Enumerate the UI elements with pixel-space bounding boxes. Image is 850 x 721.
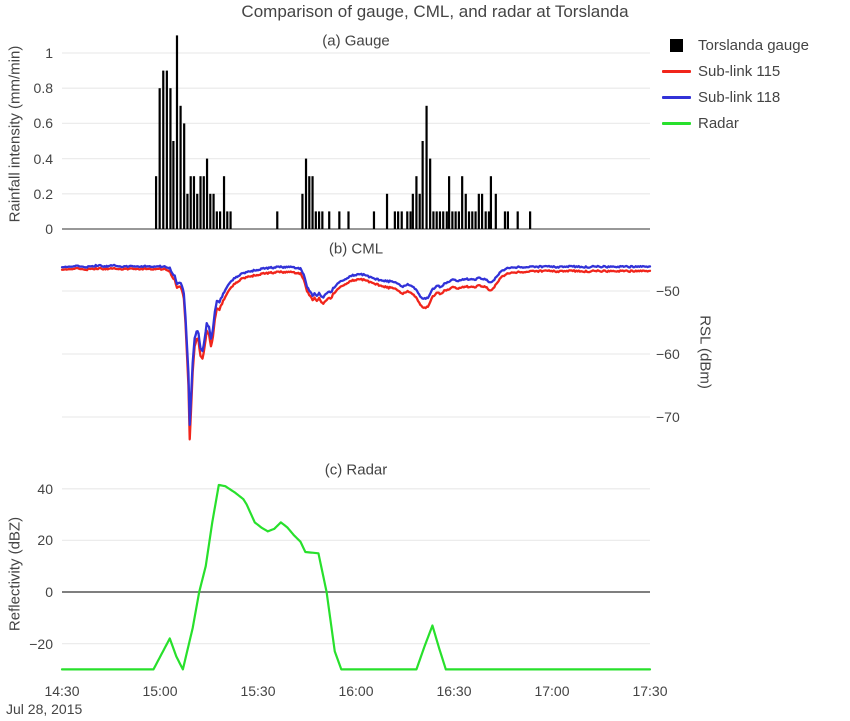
legend-item-label: Torslanda gauge bbox=[698, 36, 809, 54]
legend-item-label: Sub-link 118 bbox=[698, 88, 781, 106]
x-axis-date-annotation: Jul 28, 2015 bbox=[6, 701, 83, 717]
legend-swatch-line-icon bbox=[660, 121, 692, 125]
legend-item-torslanda-gauge[interactable]: Torslanda gauge bbox=[660, 32, 809, 58]
legend-item-radar[interactable]: Radar bbox=[660, 110, 809, 136]
legend-item-sub-link-118[interactable]: Sub-link 118 bbox=[660, 84, 809, 110]
panel-c-ytick-label: −20 bbox=[29, 635, 53, 652]
panel-c-title: (c) Radar bbox=[324, 461, 388, 479]
figure-title: Comparison of gauge, CML, and radar at T… bbox=[241, 2, 629, 21]
panel-b-ytick-label: −50 bbox=[656, 283, 680, 299]
panel-a-ytick-label: 0.8 bbox=[33, 80, 53, 97]
legend-swatch-line-icon bbox=[660, 95, 692, 99]
panel-c-ytick-label: 0 bbox=[45, 584, 53, 600]
y-axis-label-rsl: RSL (dBm) bbox=[696, 315, 714, 389]
x-axis-tick-label: 14:30 bbox=[44, 683, 80, 699]
panel-a-ytick-label: 1 bbox=[45, 45, 53, 61]
legend-item-sub-link-115[interactable]: Sub-link 115 bbox=[660, 58, 809, 84]
legend-swatch-square-icon bbox=[660, 38, 692, 52]
legend-swatch-line-icon bbox=[660, 69, 692, 73]
legend-item-label: Sub-link 115 bbox=[698, 62, 781, 80]
panel-b-ytick-label: −60 bbox=[656, 346, 680, 362]
x-axis-tick-label: 16:30 bbox=[436, 683, 472, 699]
x-axis-tick-label: 17:30 bbox=[632, 683, 668, 699]
x-axis-tick-label: 17:00 bbox=[534, 683, 570, 699]
radar-line bbox=[60, 483, 652, 671]
sub-link-118-line bbox=[60, 263, 652, 426]
panel-a-ytick-label: 0 bbox=[45, 221, 53, 237]
panel-a-ytick-label: 0.4 bbox=[33, 150, 53, 167]
legend-item-label: Radar bbox=[698, 114, 739, 132]
sub-link-115-line bbox=[60, 266, 652, 441]
panel-a-title: (a) Gauge bbox=[322, 32, 390, 50]
panel-b-ytick-label: −70 bbox=[656, 409, 680, 425]
gauge-bars bbox=[154, 35, 532, 230]
x-axis-tick-label: 15:00 bbox=[142, 683, 178, 699]
x-axis-tick-label: 15:30 bbox=[240, 683, 276, 699]
x-axis-tick-label: 16:00 bbox=[338, 683, 374, 699]
legend: Torslanda gauge Sub-link 115 Sub-link 118 R… bbox=[660, 32, 809, 136]
panel-c-ytick-label: 40 bbox=[37, 480, 53, 497]
panel-b-title: (b) CML bbox=[328, 240, 384, 258]
panel-a-ytick-label: 0.2 bbox=[33, 185, 53, 202]
panel-a-ytick-label: 0.6 bbox=[33, 115, 53, 132]
panel-c-ytick-label: 20 bbox=[37, 532, 53, 549]
